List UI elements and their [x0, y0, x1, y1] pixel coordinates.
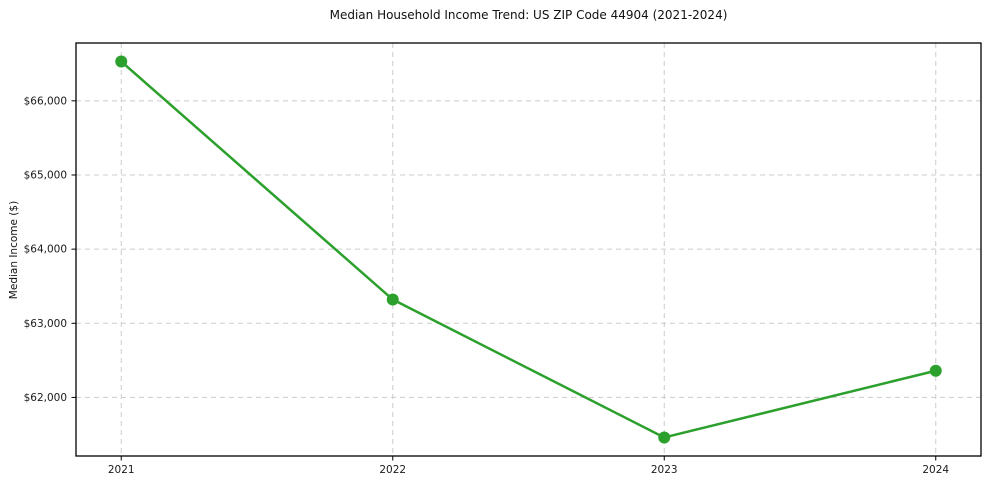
x-tick-label: 2021 [108, 464, 135, 476]
data-point-2021 [115, 55, 128, 68]
x-tick-label: 2022 [379, 464, 406, 476]
x-tick-label: 2024 [922, 464, 949, 476]
data-point-2023 [658, 431, 671, 444]
y-tick-label: $66,000 [24, 95, 67, 107]
y-tick-label: $63,000 [24, 318, 67, 330]
data-point-2024 [929, 364, 942, 377]
y-tick-label: $62,000 [24, 392, 67, 404]
income-trend-line [120, 60, 937, 439]
y-tick-label: $64,000 [24, 244, 67, 256]
data-point-2022 [386, 293, 399, 306]
x-tick-label: 2023 [651, 464, 678, 476]
chart-title: Median Household Income Trend: US ZIP Co… [329, 8, 728, 22]
y-tick-label: $65,000 [24, 169, 67, 181]
